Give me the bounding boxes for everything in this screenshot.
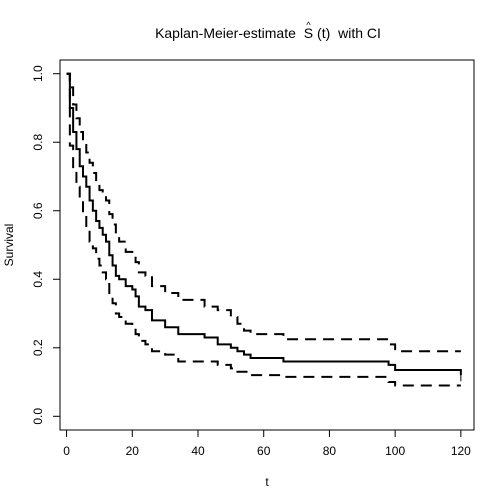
x-tick-label: 60 xyxy=(257,444,271,458)
title-symbol: S xyxy=(304,25,313,41)
x-axis: 0 20 40 60 80 100 120 xyxy=(63,429,471,458)
x-tick-label: 120 xyxy=(451,444,471,458)
series-lower-line xyxy=(66,72,461,387)
series-layer xyxy=(66,72,462,387)
title-text-before: Kaplan-Meier-estimate xyxy=(155,25,296,41)
x-tick-label: 100 xyxy=(385,444,405,458)
title-hat-accent: ^ xyxy=(306,20,311,30)
x-tick-label: 80 xyxy=(323,444,337,458)
series-upper-line xyxy=(66,72,461,353)
y-axis-title: Survival xyxy=(2,224,16,267)
y-axis: 0.0 0.2 0.4 0.6 0.8 1.0 xyxy=(31,65,61,425)
x-tick-label: 40 xyxy=(191,444,205,458)
x-axis-title: t xyxy=(265,475,269,489)
series-estimate-line xyxy=(66,72,462,376)
y-tick-label: 1.0 xyxy=(31,65,45,82)
title-argument: (t) xyxy=(317,25,330,41)
y-tick-label: 0.8 xyxy=(31,134,45,151)
x-tick-label: 0 xyxy=(63,444,70,458)
title-text-after: with CI xyxy=(337,25,381,41)
y-tick-label: 0.6 xyxy=(31,202,45,219)
y-tick-label: 0.4 xyxy=(31,271,45,288)
chart-title: Kaplan-Meier-estimate S (t) with CI xyxy=(155,25,381,41)
y-tick-label: 0.2 xyxy=(31,339,45,356)
y-tick-label: 0.0 xyxy=(31,408,45,425)
x-tick-label: 20 xyxy=(126,444,140,458)
